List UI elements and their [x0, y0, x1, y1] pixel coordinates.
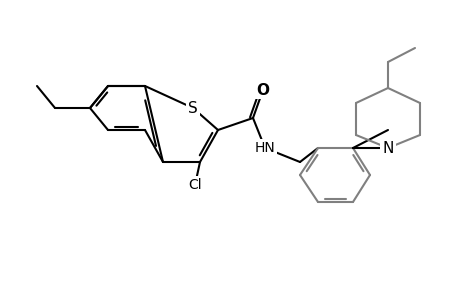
Text: HN: HN: [254, 141, 275, 155]
Text: S: S: [188, 100, 197, 116]
Text: N: N: [381, 140, 393, 155]
Text: Cl: Cl: [188, 178, 202, 192]
Text: O: O: [256, 82, 269, 98]
